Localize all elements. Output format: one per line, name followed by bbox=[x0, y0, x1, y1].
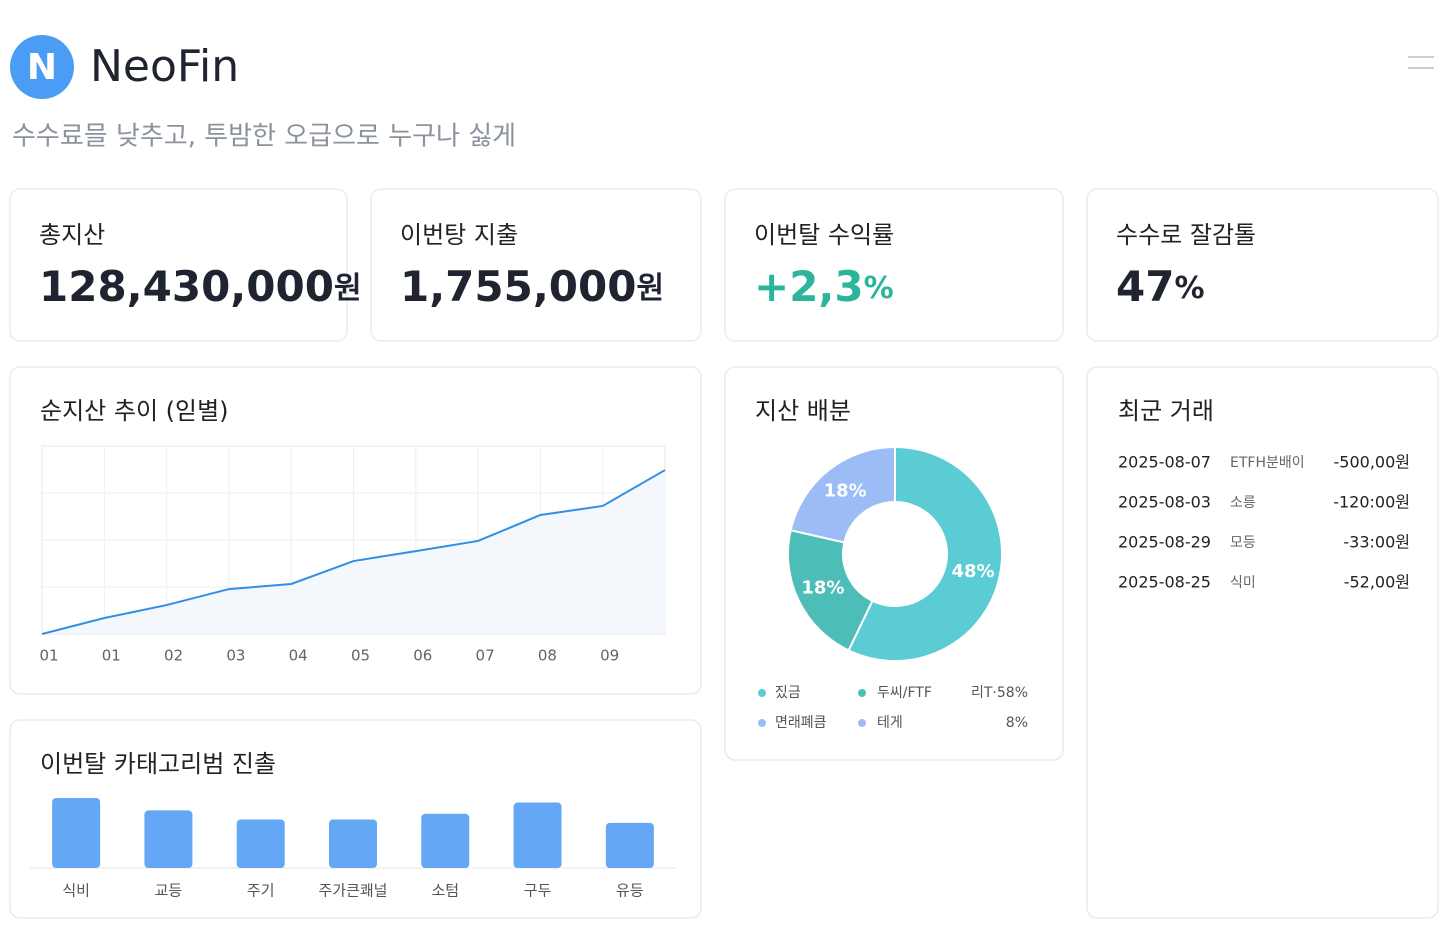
chart-title: 이번탈 카태고리범 진촐 bbox=[40, 750, 276, 778]
stat-label: 수수로 잘감톨 bbox=[1116, 221, 1256, 249]
tx-date: 2025-08-07 bbox=[1118, 453, 1211, 472]
logo bbox=[10, 35, 74, 99]
data-label: 18% bbox=[801, 578, 844, 599]
stat-unit: % bbox=[1174, 271, 1204, 306]
stat-unit: 원 bbox=[334, 271, 362, 306]
logo-letter: N bbox=[27, 47, 57, 88]
x-tick-label: 주기 bbox=[247, 882, 275, 900]
stat-card bbox=[1086, 188, 1439, 342]
x-tick-label: 08 bbox=[538, 647, 557, 665]
x-tick-label: 유등 bbox=[616, 882, 644, 900]
legend-label: 리T·58% bbox=[971, 685, 1028, 701]
stat-label: 이번탈 수익률 bbox=[754, 221, 894, 249]
stat-unit: 원 bbox=[636, 271, 664, 306]
donut-segment bbox=[789, 445, 896, 544]
x-tick-label: 05 bbox=[351, 647, 370, 665]
donut-segment bbox=[847, 445, 1003, 662]
tx-date: 2025-08-29 bbox=[1118, 533, 1211, 552]
stat-label: 총지산 bbox=[39, 221, 105, 249]
chart-title: 순지산 추이 (읻별) bbox=[40, 397, 229, 425]
bar bbox=[236, 819, 285, 868]
legend-dot bbox=[758, 689, 766, 697]
bar bbox=[421, 813, 470, 868]
x-tick-label: 구두 bbox=[524, 882, 552, 900]
x-tick-label: 01 bbox=[39, 647, 58, 665]
stat-card bbox=[724, 188, 1064, 342]
x-tick-label: 교등 bbox=[155, 882, 183, 900]
legend-dot bbox=[858, 719, 866, 727]
stat-card bbox=[9, 188, 348, 342]
x-tick-label: 03 bbox=[226, 647, 245, 665]
tx-amount: -500,00원 bbox=[1334, 453, 1410, 472]
area bbox=[42, 470, 665, 634]
x-tick-label: 04 bbox=[289, 647, 308, 665]
x-tick-label: 02 bbox=[164, 647, 183, 665]
bar bbox=[513, 802, 562, 868]
x-tick-label: 06 bbox=[413, 647, 432, 665]
legend-label: 8% bbox=[1006, 715, 1028, 731]
stat-unit: % bbox=[864, 271, 894, 306]
tagline: 수수료믈 낮추고, 투밤한 오급으로 누구나 싫게 bbox=[12, 122, 516, 152]
card bbox=[724, 366, 1064, 761]
data-label: 18% bbox=[824, 480, 867, 501]
stat-label: 이번탕 지출 bbox=[400, 221, 518, 249]
legend-label: 짔금 bbox=[775, 685, 801, 701]
brand: NeoFin bbox=[90, 41, 239, 92]
chart-title: 지산 배분 bbox=[755, 397, 851, 425]
bar bbox=[329, 819, 377, 868]
x-tick-label: 07 bbox=[476, 647, 495, 665]
legend-label: 면래폐큼 bbox=[775, 715, 827, 731]
donut-segment bbox=[787, 528, 874, 652]
legend-label: 테게 bbox=[877, 715, 903, 731]
x-tick-label: 식비 bbox=[62, 882, 90, 900]
stat-number: +2,3 bbox=[754, 262, 864, 311]
bar bbox=[144, 810, 193, 868]
menu-button[interactable] bbox=[1405, 50, 1435, 74]
stat-number: 47 bbox=[1116, 262, 1174, 311]
stat-number: 1,755,000 bbox=[400, 262, 636, 311]
x-tick-label: 01 bbox=[102, 647, 121, 665]
stat-value: 1,755,000원 bbox=[400, 262, 664, 311]
tx-name: 모등 bbox=[1230, 535, 1256, 551]
tx-date: 2025-08-25 bbox=[1118, 573, 1211, 592]
line bbox=[41, 469, 666, 635]
data-label: 48% bbox=[951, 561, 994, 582]
legend-label: 두씨/FTF bbox=[877, 685, 932, 701]
tx-name: 식미 bbox=[1230, 575, 1256, 591]
bar bbox=[605, 822, 654, 868]
section-title: 최군 거래 bbox=[1118, 397, 1214, 425]
x-tick-label: 09 bbox=[600, 647, 619, 665]
stat-number: 128,430,000 bbox=[39, 262, 334, 311]
stat-value: 47% bbox=[1116, 262, 1205, 311]
tx-amount: -33:00원 bbox=[1343, 533, 1410, 552]
tx-date: 2025-08-03 bbox=[1118, 493, 1211, 512]
bar bbox=[52, 798, 101, 868]
legend-dot bbox=[858, 689, 866, 697]
stat-value: +2,3% bbox=[754, 262, 894, 311]
x-tick-label: 소텀 bbox=[431, 882, 459, 900]
legend-dot bbox=[758, 719, 766, 727]
stat-value: 128,430,000원 bbox=[39, 262, 362, 311]
x-tick-label: 주가큰쾌널 bbox=[318, 882, 387, 900]
tx-amount: -120:00원 bbox=[1333, 493, 1410, 512]
tx-name: ETFH분배이 bbox=[1230, 455, 1305, 471]
tx-name: 소릉 bbox=[1230, 495, 1256, 511]
stat-card bbox=[370, 188, 702, 342]
tx-amount: -52,00원 bbox=[1344, 573, 1410, 592]
card bbox=[1086, 366, 1439, 919]
